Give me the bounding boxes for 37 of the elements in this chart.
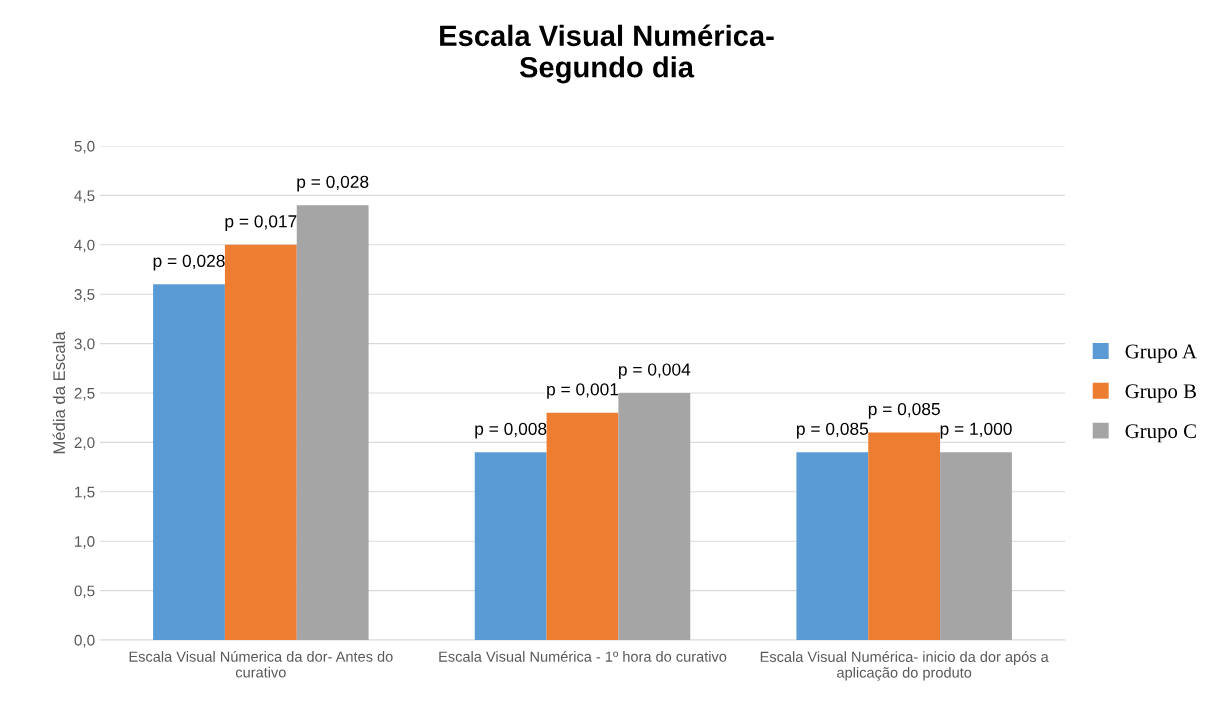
annotation: p = 0,017 — [225, 215, 297, 231]
y-tick-label: 1,5 — [75, 486, 95, 500]
y-tick-label: 3,0 — [74, 338, 95, 352]
x-tick-label: Escala Visual Numérica- inicio da dor após a aplicação do produto — [760, 651, 1049, 681]
y-tick-label: 4,5 — [74, 190, 95, 203]
y-tick-label: 5,0 — [74, 140, 95, 154]
legend-label: Grupo C — [1125, 424, 1196, 443]
x-tick-label: Escala Visual Numérica - 1º hora do curativo — [439, 650, 727, 662]
y-tick-label: 1,0 — [75, 536, 95, 549]
legend-label: Grupo B — [1125, 384, 1196, 403]
annotation: p = 1,000 — [940, 422, 1012, 439]
chart-title: Escala Visual Numérica- Segundo dia — [440, 24, 774, 84]
legend-label: Grupo A — [1125, 344, 1197, 363]
bar — [153, 284, 225, 640]
y-tick-label: 3,5 — [74, 289, 95, 302]
annotation: p = 0,028 — [297, 175, 369, 192]
bar — [940, 452, 1012, 640]
bar — [796, 452, 869, 640]
annotation: p = 0,085 — [868, 402, 940, 419]
y-tick-label: 2,0 — [74, 437, 95, 450]
y-tick-label: 0,0 — [74, 634, 95, 648]
annotation: p = 0,085 — [797, 422, 869, 439]
bar — [618, 393, 691, 640]
x-tick-label: Escala Visual Númerica da dor- Antes do curativo — [129, 650, 393, 678]
annotation: p = 0,028 — [153, 254, 225, 271]
annotation: p = 0,004 — [619, 363, 691, 380]
bar — [474, 452, 547, 640]
annotation: p = 0,001 — [547, 383, 619, 399]
bar — [546, 412, 619, 640]
y-tick-label: 4,0 — [74, 239, 95, 253]
y-axis-title: Média da Escala — [52, 331, 66, 454]
bar — [296, 205, 369, 640]
y-tick-label: 2,5 — [74, 387, 95, 401]
y-tick-label: 0,5 — [74, 585, 95, 599]
annotation: p = 0,008 — [475, 422, 547, 439]
bar — [868, 432, 941, 640]
bar — [224, 244, 297, 640]
